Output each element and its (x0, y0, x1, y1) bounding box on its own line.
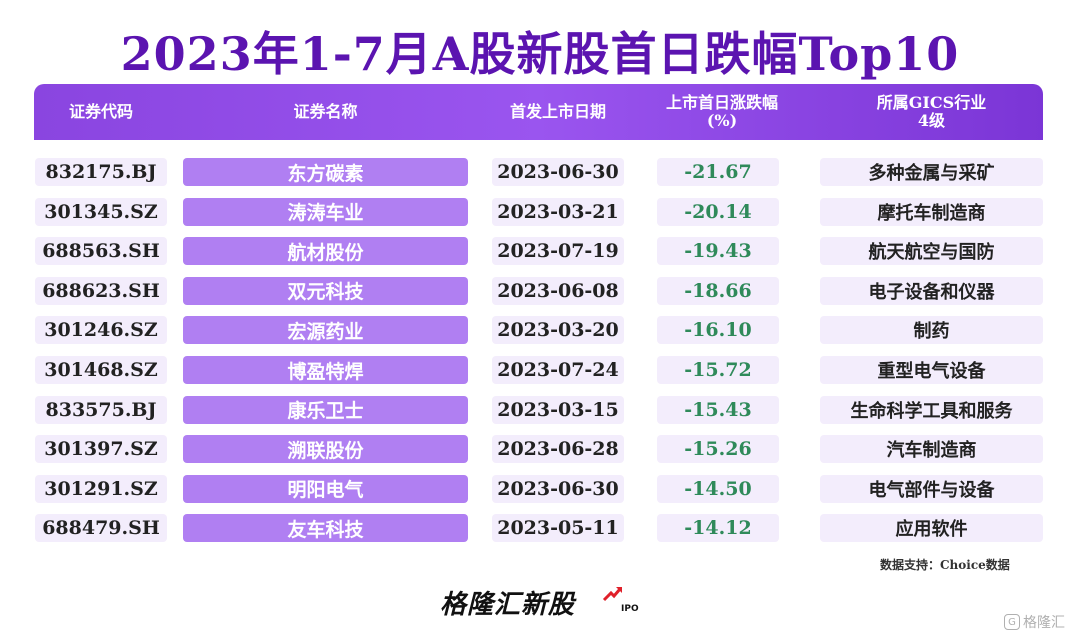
cell-industry: 汽车制造商 (820, 435, 1043, 464)
cell-code: 688563.SH (35, 237, 167, 266)
cell-industry: 摩托车制造商 (820, 197, 1043, 226)
cell-name: 溯联股份 (183, 435, 468, 464)
cell-change: -19.43 (657, 237, 779, 266)
cell-name: 康乐卫士 (183, 395, 468, 424)
header-change-line2: (%) (706, 111, 738, 130)
cell-change: -18.66 (657, 276, 779, 305)
cell-code: 833575.BJ (35, 395, 167, 424)
cell-change: -14.50 (657, 474, 779, 503)
cell-industry: 生命科学工具和服务 (820, 395, 1043, 424)
page-title: 2023年1-7月A股新股首日跌幅Top10 (120, 27, 960, 81)
cell-code: 301291.SZ (35, 474, 167, 503)
table-row: 301468.SZ 博盈特焊 2023-07-24 -15.72 重型电气设备 (0, 356, 1080, 386)
cell-name: 涛涛车业 (183, 197, 468, 226)
cell-date: 2023-03-20 (492, 316, 624, 345)
table-row: 301397.SZ 溯联股份 2023-06-28 -15.26 汽车制造商 (0, 435, 1080, 465)
cell-code: 301468.SZ (35, 356, 167, 384)
brand-logo-sub: IPO (621, 604, 639, 614)
table-row: 833575.BJ 康乐卫士 2023-03-15 -15.43 生命科学工具和服务 (0, 395, 1080, 426)
table-row: 301345.SZ 涛涛车业 2023-03-21 -20.14 摩托车制造商 (0, 197, 1080, 228)
cell-code: 688479.SH (35, 514, 167, 543)
cell-industry: 应用软件 (820, 514, 1043, 543)
cell-name: 东方碳素 (183, 158, 468, 186)
cell-change: -15.26 (657, 435, 779, 464)
table-row: 688563.SH 航材股份 2023-07-19 -19.43 航天航空与国防 (0, 237, 1080, 267)
watermark: G 格隆汇 (1004, 612, 1065, 632)
header-industry-line1: 所属GICS行业 (876, 93, 987, 112)
header-name: 证券名称 (293, 102, 358, 121)
data-source: 数据支持：Choice数据 (880, 558, 1010, 572)
watermark-icon: G (1004, 614, 1020, 630)
cell-date: 2023-06-30 (492, 474, 624, 503)
header-industry: 所属GICS行业 4级 (820, 84, 1043, 140)
cell-date: 2023-05-11 (492, 514, 624, 543)
cell-industry: 航天航空与国防 (820, 237, 1043, 266)
header-code: 证券代码 (68, 102, 133, 121)
cell-name: 宏源药业 (183, 316, 468, 345)
table-header: 证券代码 证券名称 首发上市日期 上市首日涨跌幅 (%) 所属GICS行业 4级 (34, 84, 1043, 140)
cell-code: 301397.SZ (35, 435, 167, 464)
cell-code: 301246.SZ (35, 316, 167, 345)
cell-change: -21.67 (657, 158, 779, 186)
cell-industry: 重型电气设备 (820, 356, 1043, 384)
cell-change: -15.72 (657, 356, 779, 384)
cell-change: -14.12 (657, 514, 779, 543)
cell-date: 2023-06-28 (492, 435, 624, 464)
cell-change: -15.43 (657, 395, 779, 424)
cell-date: 2023-07-19 (492, 237, 624, 266)
cell-name: 双元科技 (183, 276, 468, 305)
cell-industry: 制药 (820, 316, 1043, 345)
trend-arrow-icon (602, 587, 622, 602)
cell-name: 友车科技 (183, 514, 468, 543)
cell-change: -16.10 (657, 316, 779, 345)
cell-date: 2023-03-15 (492, 395, 624, 424)
header-industry-line2: 4级 (917, 111, 946, 130)
table-row: 301246.SZ 宏源药业 2023-03-20 -16.10 制药 (0, 316, 1080, 346)
cell-change: -20.14 (657, 197, 779, 226)
header-change: 上市首日涨跌幅 (%) (647, 84, 797, 140)
watermark-text: 格隆汇 (1023, 615, 1065, 631)
table-row: 301291.SZ 明阳电气 2023-06-30 -14.50 电气部件与设备 (0, 474, 1080, 505)
cell-date: 2023-03-21 (492, 197, 624, 226)
cell-industry: 电气部件与设备 (820, 474, 1043, 503)
cell-date: 2023-06-08 (492, 276, 624, 305)
table-row: 688623.SH 双元科技 2023-06-08 -18.66 电子设备和仪器 (0, 276, 1080, 307)
cell-name: 明阳电气 (183, 474, 468, 503)
cell-code: 688623.SH (35, 276, 167, 305)
header-change-line1: 上市首日涨跌幅 (665, 93, 778, 112)
table-row: 688479.SH 友车科技 2023-05-11 -14.12 应用软件 (0, 514, 1080, 544)
cell-name: 博盈特焊 (183, 356, 468, 384)
cell-date: 2023-07-24 (492, 356, 624, 384)
header-date: 首发上市日期 (509, 102, 606, 121)
brand-logo: 格隆汇新股 (440, 590, 576, 620)
cell-code: 301345.SZ (35, 197, 167, 226)
table-row: 832175.BJ 东方碳素 2023-06-30 -21.67 多种金属与采矿 (0, 158, 1080, 188)
cell-industry: 电子设备和仪器 (820, 276, 1043, 305)
cell-date: 2023-06-30 (492, 158, 624, 186)
cell-industry: 多种金属与采矿 (820, 158, 1043, 186)
cell-code: 832175.BJ (35, 158, 167, 186)
cell-name: 航材股份 (183, 237, 468, 266)
